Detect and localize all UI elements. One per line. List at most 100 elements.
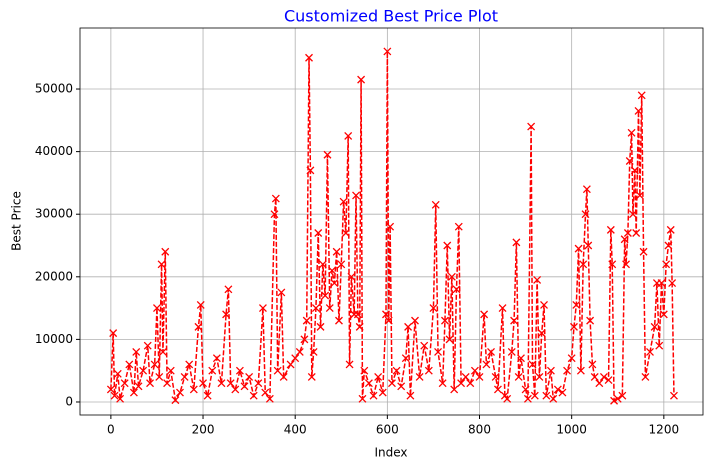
point-marker: [279, 372, 288, 381]
point-marker: [374, 372, 383, 381]
y-tick-label: 50000: [35, 82, 73, 96]
point-marker: [125, 360, 134, 369]
x-tick-label: 200: [192, 423, 215, 437]
point-marker: [300, 335, 309, 344]
point-marker: [475, 372, 484, 381]
point-marker: [461, 372, 470, 381]
x-tick-label: 800: [468, 423, 491, 437]
point-marker: [415, 372, 424, 381]
point-marker: [208, 366, 217, 375]
point-marker: [466, 379, 475, 388]
point-marker: [134, 382, 143, 391]
point-marker: [249, 391, 258, 400]
point-marker: [438, 379, 447, 388]
point-marker: [357, 75, 366, 84]
point-marker: [139, 366, 148, 375]
point-marker: [231, 385, 240, 394]
point-marker: [358, 394, 367, 403]
point-marker: [323, 150, 332, 159]
point-marker: [480, 310, 489, 319]
point-marker: [487, 347, 495, 356]
point-marker: [325, 304, 334, 313]
point-marker: [277, 288, 286, 297]
point-marker: [498, 304, 507, 313]
point-marker: [384, 316, 393, 325]
y-tick-label: 20000: [35, 269, 73, 283]
point-marker: [452, 285, 461, 294]
point-marker: [659, 310, 668, 319]
point-marker: [307, 372, 316, 381]
point-marker: [166, 366, 175, 375]
point-marker: [189, 385, 198, 394]
point-marker: [352, 191, 360, 200]
point-marker: [150, 360, 159, 369]
point-marker: [311, 304, 320, 313]
point-marker: [404, 322, 413, 331]
point-marker: [235, 366, 244, 375]
point-marker: [664, 241, 673, 250]
point-marker: [382, 310, 390, 319]
point-marker: [599, 372, 608, 381]
point-marker: [397, 382, 406, 391]
point-marker: [199, 379, 207, 388]
point-marker: [540, 301, 548, 309]
point-marker: [347, 272, 356, 281]
point-marker: [630, 166, 639, 175]
point-marker: [528, 360, 537, 369]
point-marker: [353, 310, 362, 319]
x-axis-label: Index: [374, 446, 407, 460]
point-marker: [392, 366, 401, 375]
point-marker: [668, 279, 677, 288]
point-marker: [143, 341, 152, 350]
point-marker: [454, 222, 463, 231]
point-marker: [291, 354, 300, 363]
point-marker: [321, 291, 330, 300]
y-tick-label: 30000: [35, 207, 73, 221]
point-marker: [305, 53, 313, 62]
x-tick-label: 600: [376, 423, 399, 437]
point-marker: [527, 122, 536, 131]
point-marker: [582, 185, 591, 194]
point-marker: [424, 366, 433, 375]
point-marker: [510, 316, 519, 325]
point-marker: [549, 394, 558, 403]
point-marker: [222, 310, 231, 319]
point-marker: [646, 347, 654, 356]
point-marker: [383, 47, 392, 56]
point-marker: [637, 91, 646, 100]
point-marker: [110, 391, 119, 400]
point-marker: [623, 229, 632, 237]
point-marker: [316, 322, 325, 331]
point-marker: [146, 379, 155, 388]
point-marker: [240, 382, 249, 391]
point-marker: [581, 210, 590, 219]
y-tick-label: 40000: [35, 144, 73, 158]
point-marker: [212, 354, 221, 363]
point-marker: [447, 272, 456, 281]
point-marker: [185, 360, 194, 369]
point-marker: [584, 241, 593, 250]
point-marker: [217, 379, 226, 388]
point-marker: [537, 329, 546, 338]
chart-title: Customized Best Price Plot: [284, 7, 498, 26]
point-marker: [625, 157, 634, 165]
point-marker: [106, 385, 115, 394]
point-marker: [443, 241, 452, 250]
point-marker: [318, 260, 327, 269]
point-marker: [493, 385, 502, 394]
point-marker: [176, 388, 184, 397]
point-marker: [194, 322, 203, 331]
point-marker: [622, 260, 631, 269]
point-marker: [109, 329, 118, 338]
point-marker: [470, 366, 479, 375]
point-marker: [120, 379, 129, 388]
point-marker: [113, 369, 122, 378]
point-marker: [606, 225, 615, 234]
x-tick-label: 0: [107, 423, 115, 437]
point-marker: [662, 260, 671, 269]
point-marker: [542, 391, 551, 400]
point-marker: [224, 285, 233, 294]
point-marker: [657, 279, 666, 288]
point-marker: [546, 366, 555, 375]
point-marker: [270, 210, 279, 219]
